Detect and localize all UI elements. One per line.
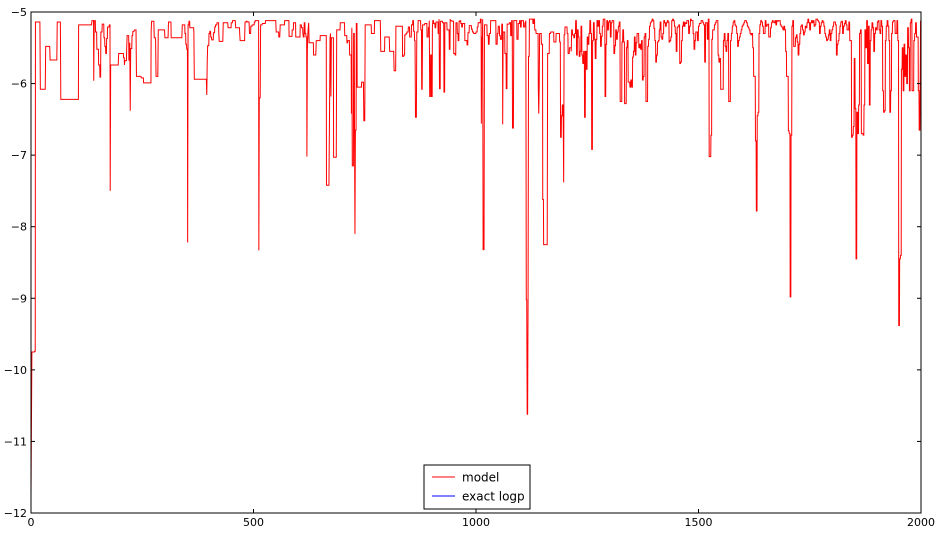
legend-box — [423, 464, 531, 510]
legend-label-model: model — [462, 471, 499, 485]
x-tick-label: 2000 — [907, 516, 935, 529]
y-tick-label: −9 — [11, 292, 27, 305]
legend: model exact logp — [423, 464, 531, 510]
plot-area — [30, 18, 922, 496]
axes: 0 500 1000 1500 2000 −12 −11 −10 −9 −8 −7 −6 −5 — [4, 6, 935, 529]
x-tick-label: 1500 — [685, 516, 713, 529]
x-tick-label: 1000 — [462, 516, 490, 529]
y-tick-label: −7 — [11, 149, 27, 162]
legend-label-exact-logp: exact logp — [462, 490, 525, 504]
x-tick-label: 500 — [243, 516, 264, 529]
y-tick-label: −12 — [4, 507, 27, 520]
y-tick-label: −8 — [11, 221, 27, 234]
y-tick-label: −6 — [11, 78, 27, 91]
series-line-model — [30, 18, 922, 496]
x-tick-label: 0 — [28, 516, 35, 529]
y-tick-label: −5 — [11, 6, 27, 19]
y-tick-label: −11 — [4, 435, 27, 448]
y-tick-label: −10 — [4, 364, 27, 377]
